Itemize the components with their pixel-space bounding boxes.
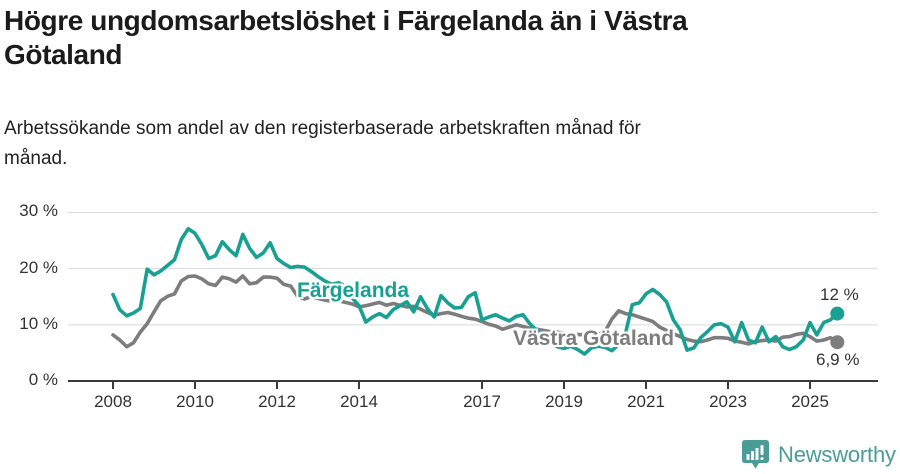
subtitle-line-1: Arbetssökande som andel av den registerb… (4, 118, 641, 139)
x-axis-label: 2021 (627, 392, 665, 411)
end-value-label-vastra-gotaland: 6,9 % (816, 350, 860, 369)
x-axis-label: 2008 (94, 392, 132, 411)
series-end-dot-vastra-gotaland (830, 335, 845, 350)
y-axis-label: 10 % (19, 313, 58, 333)
end-value-label-fargelanda: 12 % (820, 285, 859, 304)
series-label-fargelanda: Färgelanda (297, 279, 410, 302)
chart-subtitle: Arbetssökande som andel av den registerb… (4, 114, 641, 174)
series-end-dot-fargelanda (830, 306, 845, 321)
series-line-vastra-gotaland (111, 274, 840, 349)
newsworthy-logo: Newsworthy (741, 439, 896, 470)
x-axis-label: 2025 (791, 392, 829, 411)
x-axis-label: 2012 (258, 392, 296, 411)
y-axis-label: 0 % (28, 370, 58, 389)
x-axis-label: 2010 (176, 392, 214, 411)
title-line-2: Götaland (4, 39, 123, 70)
bar-chart-speech-bubble-icon (742, 440, 769, 469)
x-axis-label: 2019 (545, 392, 583, 411)
series-label-vastra-gotaland: Västra Götaland (513, 327, 675, 350)
series-line-fargelanda (111, 227, 840, 356)
x-axis-label: 2017 (463, 392, 501, 411)
newsworthy-brand-text: Newsworthy (778, 441, 896, 467)
y-axis-label: 20 % (19, 257, 58, 277)
page-title: Högre ungdomsarbetslöshet i Färgelanda ä… (4, 4, 688, 72)
title-line-1: Högre ungdomsarbetslöshet i Färgelanda ä… (4, 5, 688, 36)
y-axis-label: 30 % (19, 201, 58, 221)
x-axis-label: 2023 (709, 392, 747, 411)
x-axis-label: 2014 (340, 392, 378, 411)
subtitle-line-2: månad. (4, 148, 68, 169)
